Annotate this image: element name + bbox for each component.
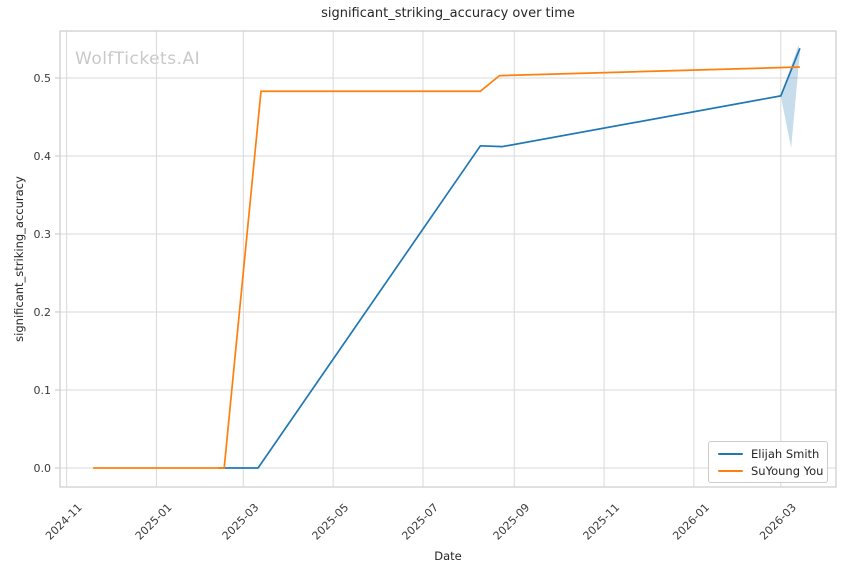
y-tick-label: 0.1 (34, 384, 52, 397)
legend-line-swatch (718, 469, 743, 472)
x-tick-label: 2025-05 (310, 501, 352, 543)
x-axis-label: Date (434, 549, 462, 563)
x-tick-label: 2024-11 (43, 501, 85, 543)
legend-line-swatch (718, 452, 743, 455)
x-tick-label: 2025-07 (399, 501, 441, 543)
x-tick-label: 2025-01 (133, 501, 175, 543)
legend-item-suyoung-you: SuYoung You (718, 464, 827, 478)
chart-title: significant_striking_accuracy over time (321, 6, 575, 21)
x-tick-label: 2025-11 (581, 501, 623, 543)
series-line-suyoung-you (93, 66, 800, 469)
legend-item-elijah-smith: Elijah Smith (718, 447, 827, 461)
x-tick-label: 2025-03 (220, 501, 262, 543)
legend-label: SuYoung You (751, 463, 824, 478)
y-axis-label: significant_striking_accuracy (12, 176, 26, 342)
plot-frame (59, 30, 837, 488)
legend-label: Elijah Smith (751, 446, 820, 461)
x-tick-label: 2025-09 (491, 501, 533, 543)
y-tick-label: 0.5 (34, 72, 52, 85)
y-tick-label: 0.4 (34, 150, 52, 163)
series-line-elijah-smith (218, 47, 801, 469)
y-tick-label: 0.0 (34, 462, 52, 475)
watermark: WolfTickets.AI (75, 49, 201, 69)
x-tick-label: 2026-03 (757, 501, 799, 543)
y-tick-label: 0.3 (34, 228, 52, 241)
confidence-band (780, 45, 800, 149)
x-tick-label: 2026-01 (670, 501, 712, 543)
legend: Elijah Smith SuYoung You (708, 441, 828, 483)
y-tick-label: 0.2 (34, 306, 52, 319)
